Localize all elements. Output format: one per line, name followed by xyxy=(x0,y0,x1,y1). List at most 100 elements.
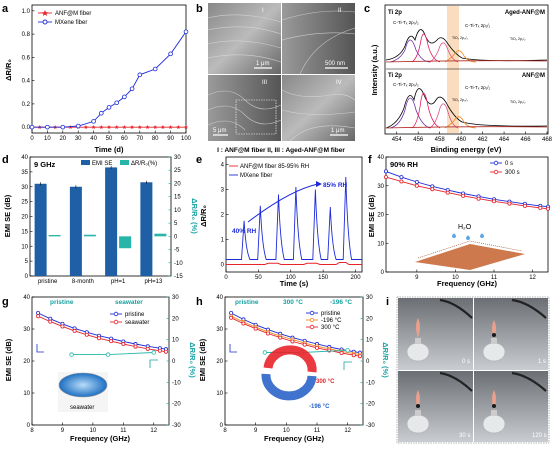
water-drop-icon xyxy=(452,233,456,238)
anf-series-point xyxy=(176,124,181,129)
y-tick-label: 40 xyxy=(21,155,28,161)
legend-f: 0 s 300 s xyxy=(490,160,520,176)
sem-image-2 xyxy=(282,3,355,74)
mxene-series-point xyxy=(137,72,143,78)
panel-letter-g: g xyxy=(2,296,9,308)
emi-bar xyxy=(69,186,82,276)
h-hot-point xyxy=(241,321,246,326)
legend-label-300c: 300 °C xyxy=(321,325,340,331)
axis-pointer-right-icon xyxy=(343,361,352,370)
trend-arrow xyxy=(247,183,319,223)
sem-image-1 xyxy=(208,3,281,74)
seawater-inset: seawater xyxy=(58,372,108,412)
highlight-band xyxy=(447,6,459,133)
h2o-label: H₂O xyxy=(458,224,472,231)
annotation-seawater-g: seawater xyxy=(115,299,143,306)
dr-bar xyxy=(119,236,132,249)
legend-label-seawater-g: seawater xyxy=(125,320,149,326)
anf-series-point xyxy=(160,124,165,129)
f-0s-point xyxy=(383,169,388,174)
x-tick-label: 70 xyxy=(136,136,143,142)
f-300s-point xyxy=(383,175,388,180)
g-seawater-point xyxy=(109,339,114,344)
annotation-pristine-h: pristine xyxy=(235,299,259,306)
f-0s-point xyxy=(414,180,419,185)
mxene-series-point xyxy=(168,51,173,57)
y-tick-label: 30 xyxy=(377,184,384,190)
x-tick-label: 8 xyxy=(223,428,227,434)
y-axis-label-f: EMI SE (dB) xyxy=(367,194,376,237)
y-tick-label: 10 xyxy=(21,244,28,250)
y-tick-label: 5 xyxy=(25,259,29,265)
emi-bar xyxy=(34,183,47,276)
x-tick-label: 10 xyxy=(452,275,459,281)
sem-label-4: IV xyxy=(336,80,342,86)
series-a xyxy=(29,29,189,130)
y-tick-label: 0 xyxy=(381,270,385,276)
y-tick-label: 0 xyxy=(172,359,176,365)
top-sample-label: Aged-ANF@M xyxy=(505,10,545,16)
arrowhead-icon xyxy=(316,181,322,187)
anf-series-point xyxy=(130,124,135,129)
y-tick-label: 0.8 xyxy=(22,32,31,38)
g-seawater-line xyxy=(37,315,167,353)
x-tick-label: 458 xyxy=(435,137,446,143)
water-drop-icon xyxy=(480,233,484,238)
peak-label-5: C-Ti-Tₓ 2p₃/₂ xyxy=(393,82,419,87)
h-pristine-line xyxy=(230,312,360,354)
x-tick-label: 50 xyxy=(255,275,262,281)
h-hot-point xyxy=(357,354,362,359)
sem-caption: I : ANF@M fiber II, III : Aged-ANF@M fib… xyxy=(217,147,345,154)
x-axis-label-g: Frequency (GHz) xyxy=(70,434,131,443)
x-tick-label: 11 xyxy=(120,428,127,434)
y-axis-label-e: ΔR/R₀ xyxy=(199,205,208,227)
axis-ticks-g: 8 9 10 11 12 0 10 20 30 40 -30 -20 -10 0 10 20 30 xyxy=(23,295,181,434)
axis-ticks-h: 8 9 10 11 12 0 10 20 30 40 -30 -20 -10 0 10 20 30 xyxy=(216,295,375,434)
y-tick-label: 20 xyxy=(174,181,181,187)
g-seawater-point xyxy=(72,328,77,333)
bottom-sample-label: ANF@M xyxy=(522,73,545,79)
f-300s-point xyxy=(522,203,527,208)
flame-time-2: 30 s xyxy=(459,433,470,439)
x-tick-label: 462 xyxy=(478,137,489,143)
y-tick-label: 0 xyxy=(221,263,225,269)
h-hot-point xyxy=(253,326,258,331)
spectrum-title-top: Ti 2p xyxy=(388,10,402,16)
f-300s-point xyxy=(399,179,404,184)
flame-photo: 0 s xyxy=(398,298,473,370)
g-dr-point xyxy=(69,352,74,357)
g-seawater-point xyxy=(163,349,168,354)
g-seawater-point xyxy=(36,314,41,319)
g-seawater-point xyxy=(60,324,65,329)
g-seawater-point xyxy=(96,336,101,341)
g-seawater-point xyxy=(121,342,126,347)
flame-photo: 1 s xyxy=(474,298,548,370)
x-axis-label-a: Time (d) xyxy=(94,145,124,154)
panel-letter-a: a xyxy=(2,3,9,15)
dr-bar xyxy=(154,233,167,237)
y-tick-label: 4 xyxy=(221,163,225,169)
y-tick-label: 20 xyxy=(377,213,384,219)
anf-series-point xyxy=(91,124,96,129)
peak-label-2: C-Ti-Tₓ 2p₁/₂ xyxy=(465,23,491,28)
axis-ticks-d: 0 5 10 15 20 25 30 35 40 -15 -10 -5 0 5 10 15 20 25 30 pris… xyxy=(21,155,183,285)
annotation-300c-h: 300 °C xyxy=(283,298,303,306)
g-pristine-point xyxy=(36,310,41,315)
y-tick-label: 25 xyxy=(21,200,28,206)
x-tick-label: 456 xyxy=(413,137,424,143)
x-axis-label-c: Binding energy (eV) xyxy=(431,145,502,154)
flame-time-1: 1 s xyxy=(538,359,546,365)
legend-label-196c: -196 °C xyxy=(321,318,342,324)
mxene-series-point xyxy=(60,124,66,130)
anf-series-point xyxy=(114,124,119,129)
category-label: pH=13 xyxy=(144,279,163,285)
legend-g: pristine seawater xyxy=(110,311,149,326)
panel-a: a 0 10 20 30 40 50 60 70 80 90 100 0.0 0.2 0.4 0.6 0.8 1… xyxy=(2,3,192,154)
x-tick-label: 9 xyxy=(61,428,65,434)
y-tick-label: 30 xyxy=(23,327,30,333)
g-dr-point xyxy=(105,352,111,357)
y-tick-label: 10 xyxy=(172,338,179,344)
scale-bar-1: 1 μm xyxy=(256,61,269,67)
h-hot-point xyxy=(278,335,283,340)
y-tick-label: 10 xyxy=(174,208,181,214)
